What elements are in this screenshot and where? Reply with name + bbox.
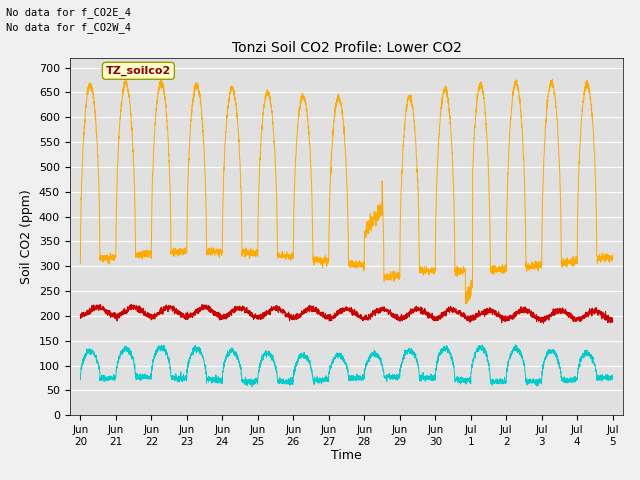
Title: Tonzi Soil CO2 Profile: Lower CO2: Tonzi Soil CO2 Profile: Lower CO2 [232,41,461,55]
Y-axis label: Soil CO2 (ppm): Soil CO2 (ppm) [20,189,33,284]
X-axis label: Time: Time [331,449,362,462]
Text: No data for f_CO2E_4: No data for f_CO2E_4 [6,7,131,18]
Text: TZ_soilco2: TZ_soilco2 [106,66,171,76]
Text: No data for f_CO2W_4: No data for f_CO2W_4 [6,22,131,33]
